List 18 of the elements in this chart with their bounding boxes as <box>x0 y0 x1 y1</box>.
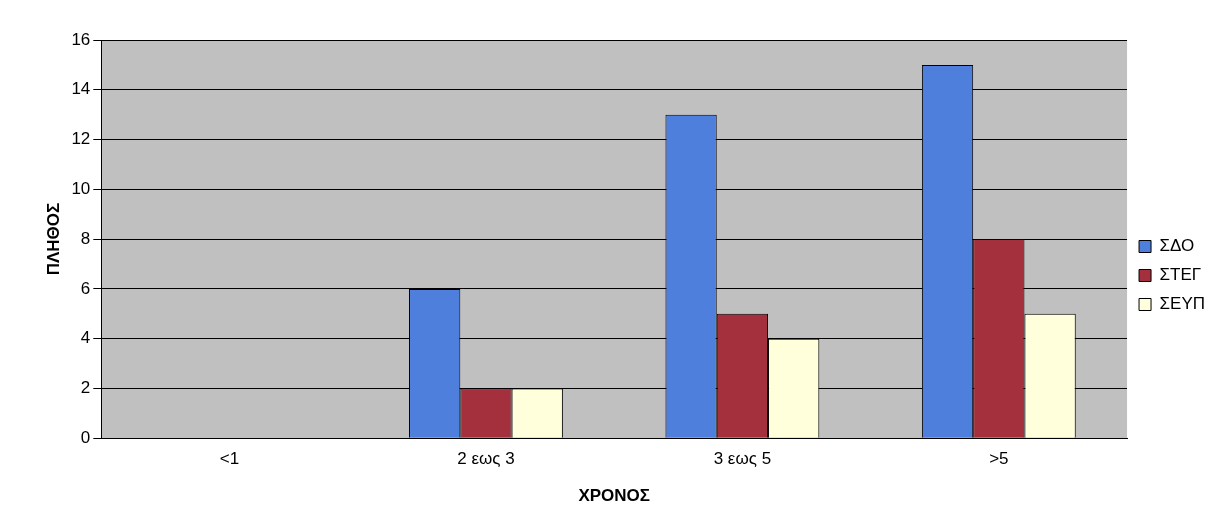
x-tick-label: 3 εως 5 <box>713 449 772 469</box>
y-tick-label: 4 <box>80 328 91 348</box>
legend-label: ΣΔΟ <box>1159 236 1195 256</box>
y-axis-title: ΠΛΗΘΟΣ <box>43 202 63 276</box>
y-tick-label: 8 <box>80 228 91 248</box>
y-tick-label: 6 <box>80 278 91 298</box>
x-tick-label: 2 εως 3 <box>457 449 515 469</box>
y-tick-label: 16 <box>71 29 91 49</box>
y-tick-label: 10 <box>71 179 91 199</box>
legend-label: ΣΕΥΠ <box>1159 294 1206 314</box>
x-tick-label: <1 <box>219 449 240 469</box>
x-tick-label: >5 <box>989 449 1009 469</box>
y-tick-label: 12 <box>71 129 91 149</box>
y-tick-label: 2 <box>80 378 91 398</box>
x-axis-title: ΧΡΟΝΟΣ <box>578 486 650 506</box>
legend-label: ΣΤΕΓ <box>1159 265 1202 285</box>
y-tick-label: 14 <box>71 79 91 99</box>
y-tick-label: 0 <box>80 427 91 447</box>
